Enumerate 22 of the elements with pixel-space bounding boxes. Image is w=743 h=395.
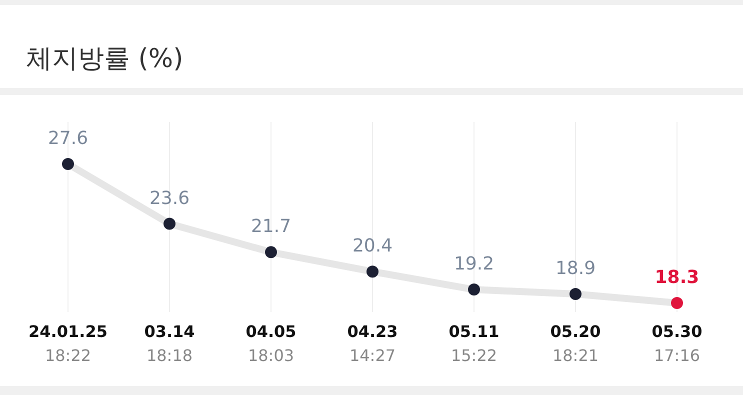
point: [265, 246, 277, 258]
point: [366, 266, 378, 278]
chart-title: 체지방률 (%): [26, 44, 184, 74]
data-label: 23.6: [149, 188, 190, 209]
x-tick-label: 05.30 17:16: [652, 322, 702, 365]
point: [62, 158, 74, 170]
x-tick-label: 05.20 18:21: [550, 322, 601, 365]
data-label: 21.7: [250, 216, 292, 238]
data-label: 27.6: [48, 128, 88, 149]
x-tick-label: 03.14 18:18: [144, 322, 195, 365]
data-label: 20.4: [352, 236, 393, 257]
point: [570, 288, 582, 300]
data-label: 19.2: [454, 254, 494, 275]
data-label: 18.3: [654, 267, 700, 288]
x-tick-label: 04.23 14:27: [347, 322, 398, 365]
data-label: 18.9: [555, 258, 596, 280]
point: [468, 284, 480, 296]
point: [671, 297, 683, 309]
x-tick-label: 04.05 18:03: [246, 322, 296, 365]
x-tick-label: 05.11 15:22: [448, 322, 500, 365]
point: [164, 218, 176, 230]
x-tick-label: 24.01.25 18:22: [28, 322, 108, 365]
